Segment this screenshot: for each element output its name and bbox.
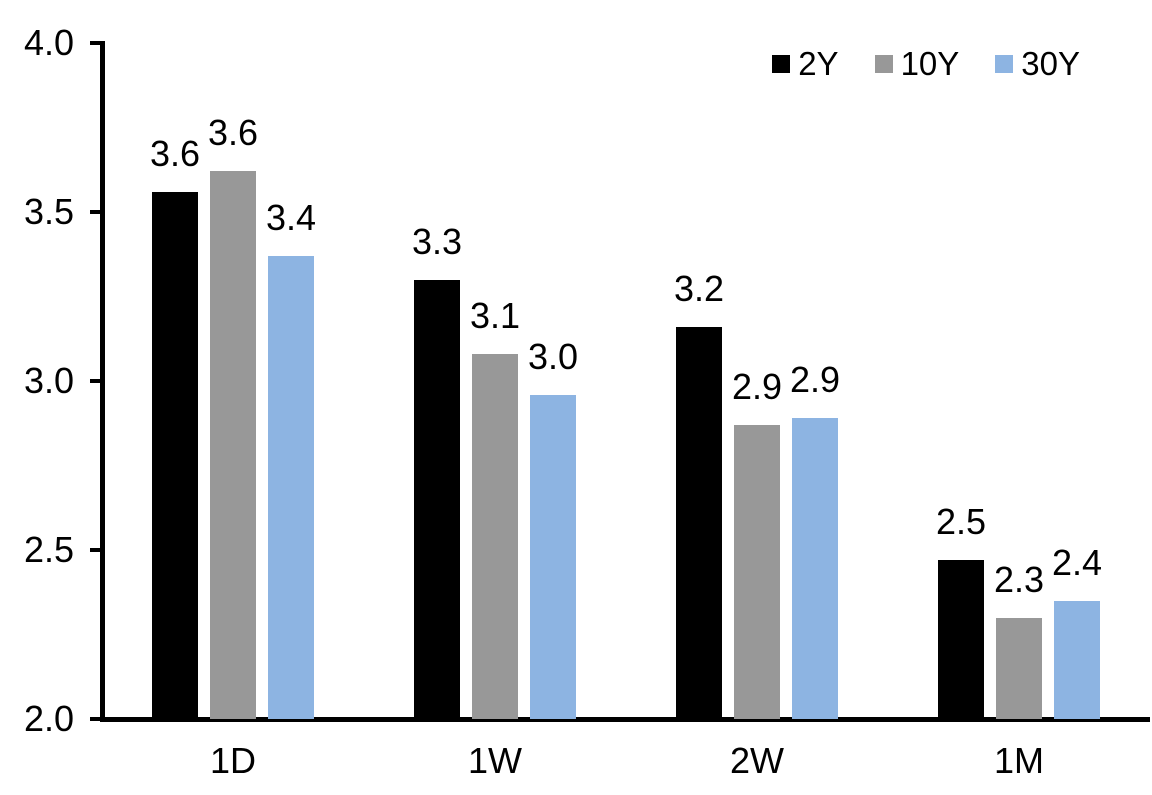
y-tick-label: 4.0 xyxy=(23,22,74,63)
legend-label: 30Y xyxy=(1021,45,1080,82)
x-category-label-2w: 2W xyxy=(730,740,784,781)
bar-30y-1m xyxy=(1054,600,1100,719)
bar-value-label: 2.3 xyxy=(993,558,1045,600)
y-tick-label: 2.5 xyxy=(23,529,74,570)
bar-2y-1m xyxy=(938,560,984,719)
bar-value-label: 3.4 xyxy=(265,196,317,238)
bar-10y-1d xyxy=(210,171,256,719)
y-tick xyxy=(90,210,104,214)
y-tick-label: 3.0 xyxy=(23,360,74,401)
y-tick xyxy=(90,41,104,45)
y-tick-label: 3.5 xyxy=(23,191,74,232)
legend-swatch-icon xyxy=(995,55,1014,73)
bar-10y-1w xyxy=(472,353,518,719)
bar-2y-1w xyxy=(414,279,460,719)
legend: 2Y 10Y 30Y xyxy=(772,44,1080,84)
bar-value-label: 3.2 xyxy=(673,267,725,309)
legend-swatch-icon xyxy=(874,55,893,73)
legend-item-10y: 10Y xyxy=(874,44,960,84)
legend-label: 10Y xyxy=(900,45,960,82)
bar-value-label: 3.6 xyxy=(149,132,201,174)
bar-2y-2w xyxy=(676,326,722,719)
legend-swatch-icon xyxy=(772,55,791,73)
x-category-label-1d: 1D xyxy=(209,740,257,781)
bar-value-label: 3.6 xyxy=(207,112,259,154)
bar-value-label: 3.0 xyxy=(527,335,579,377)
bar-30y-1d xyxy=(268,255,314,719)
bar-30y-1w xyxy=(530,394,576,719)
legend-label: 2Y xyxy=(798,45,839,82)
bar-value-label: 3.3 xyxy=(411,220,463,262)
x-axis-line xyxy=(100,717,1150,722)
bar-2y-1d xyxy=(152,191,198,719)
bar-value-label: 2.5 xyxy=(935,501,987,543)
y-tick xyxy=(90,379,104,383)
bar-value-label: 2.9 xyxy=(731,365,783,407)
legend-item-2y: 2Y xyxy=(772,44,839,84)
y-tick xyxy=(90,717,104,721)
bar-10y-1m xyxy=(996,617,1042,719)
bar-10y-2w xyxy=(734,424,780,719)
x-category-label-1m: 1M xyxy=(993,740,1044,781)
x-category-label-1w: 1W xyxy=(468,740,522,781)
bar-value-label: 2.9 xyxy=(789,359,841,401)
bar-value-label: 3.1 xyxy=(469,294,521,336)
legend-item-30y: 30Y xyxy=(995,44,1080,84)
y-tick xyxy=(90,548,104,552)
bar-30y-2w xyxy=(792,418,838,719)
bar-value-label: 2.4 xyxy=(1051,541,1103,583)
y-tick-label: 2.0 xyxy=(23,698,74,739)
